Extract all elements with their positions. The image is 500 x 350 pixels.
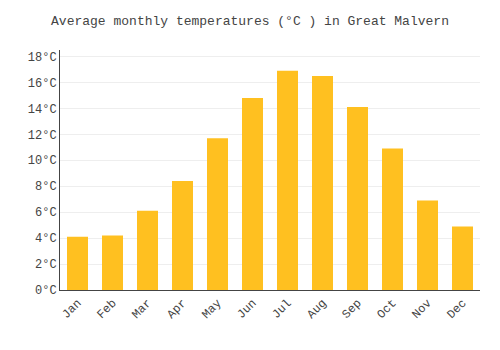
svg-text:14°C: 14°C xyxy=(28,103,57,117)
svg-text:Apr: Apr xyxy=(164,297,189,322)
svg-text:Jan: Jan xyxy=(59,297,84,322)
svg-text:18°C: 18°C xyxy=(28,51,57,65)
svg-text:2°C: 2°C xyxy=(35,258,57,272)
svg-text:May: May xyxy=(199,297,224,322)
svg-text:Jul: Jul xyxy=(269,297,294,322)
svg-text:Mar: Mar xyxy=(129,297,154,322)
svg-text:Sep: Sep xyxy=(339,297,364,322)
svg-text:10°C: 10°C xyxy=(28,154,57,168)
svg-text:0°C: 0°C xyxy=(35,284,57,298)
svg-text:Oct: Oct xyxy=(374,297,399,322)
svg-text:Jun: Jun xyxy=(234,297,259,322)
svg-text:Dec: Dec xyxy=(444,297,469,322)
svg-text:16°C: 16°C xyxy=(28,77,57,91)
svg-text:8°C: 8°C xyxy=(35,180,57,194)
svg-text:4°C: 4°C xyxy=(35,232,57,246)
svg-text:Aug: Aug xyxy=(304,297,329,322)
svg-text:Nov: Nov xyxy=(409,297,434,322)
svg-text:Feb: Feb xyxy=(94,297,119,322)
svg-text:6°C: 6°C xyxy=(35,206,57,220)
svg-text:Average monthly temperatures (: Average monthly temperatures (°C ) in Gr… xyxy=(51,14,449,29)
svg-text:12°C: 12°C xyxy=(28,129,57,143)
